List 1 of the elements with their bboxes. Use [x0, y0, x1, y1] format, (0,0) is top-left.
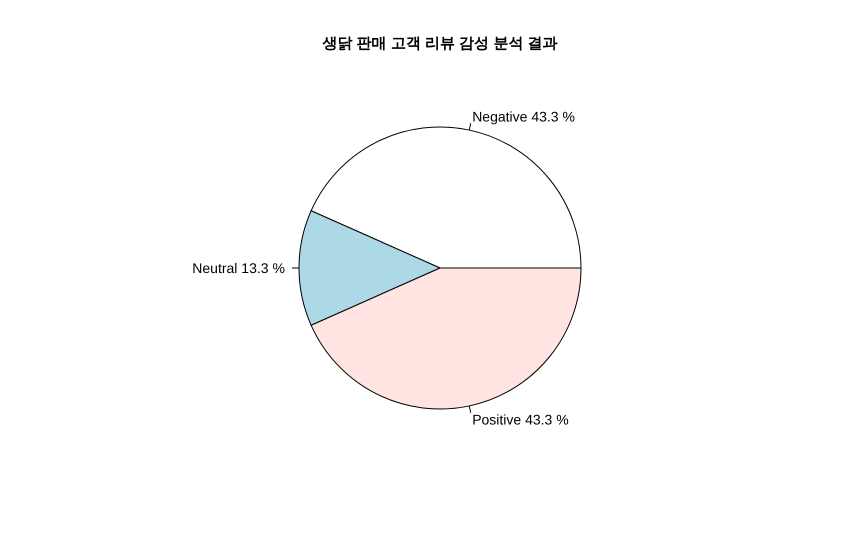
- title: 생닭 판매 고객 리뷰 감성 분석 결과: [322, 35, 558, 52]
